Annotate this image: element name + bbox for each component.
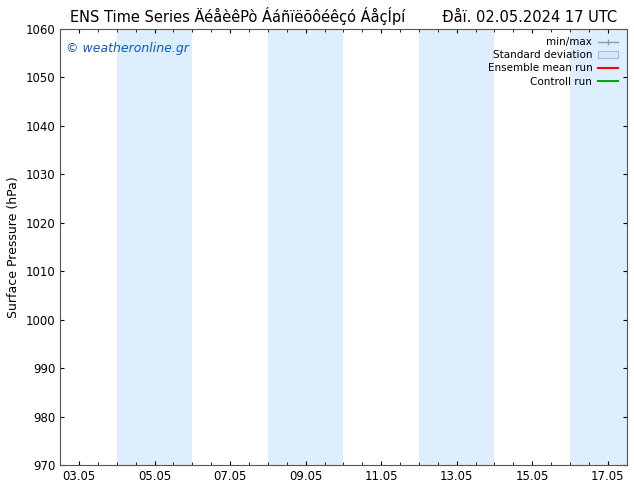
Bar xyxy=(419,29,495,465)
Bar xyxy=(117,29,192,465)
Y-axis label: Surface Pressure (hPa): Surface Pressure (hPa) xyxy=(7,176,20,318)
Legend: min/max, Standard deviation, Ensemble mean run, Controll run: min/max, Standard deviation, Ensemble me… xyxy=(484,34,621,90)
Bar xyxy=(570,29,626,465)
Text: © weatheronline.gr: © weatheronline.gr xyxy=(66,42,189,55)
Title: ENS Time Series ÄéåèêPò Ááñïëõôéêçó ÁåçÍpí        Đåï. 02.05.2024 17 UTC: ENS Time Series ÄéåèêPò Ááñïëõôéêçó ÁåçÍ… xyxy=(70,7,617,25)
Bar xyxy=(268,29,344,465)
